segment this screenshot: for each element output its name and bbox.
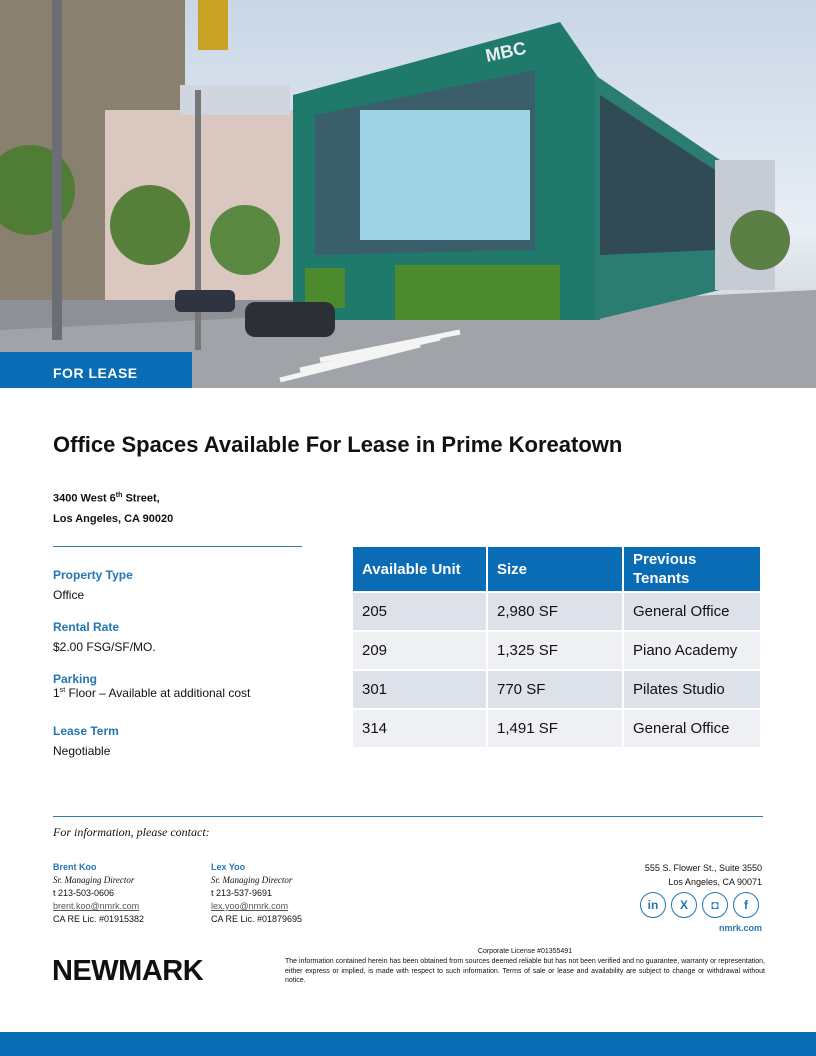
office-line2: Los Angeles, CA 90071 xyxy=(668,877,762,887)
contact-card: Lex Yoo Sr. Managing Director t 213-537-… xyxy=(211,861,302,926)
address-street: 3400 West 6 xyxy=(53,492,116,505)
cell: 1,491 SF xyxy=(488,708,624,747)
cell: 770 SF xyxy=(488,669,624,708)
contact-license: CA RE Lic. #01879695 xyxy=(211,914,303,924)
cell: 205 xyxy=(353,591,488,630)
contact-phone: t 213-503-0606 xyxy=(53,888,115,898)
detail-value: $2.00 FSG/SF/MO. xyxy=(53,640,156,654)
column-header: Size xyxy=(488,547,624,591)
cell: General Office xyxy=(624,591,760,630)
cell: 314 xyxy=(353,708,488,747)
footer-bar xyxy=(0,1032,816,1056)
address-sup: th xyxy=(115,492,123,499)
building-photo-illustration: MBC xyxy=(0,0,816,388)
table-header: Available Unit Size Previous Tenants xyxy=(353,547,760,591)
contact-title: Sr. Managing Director xyxy=(53,875,135,885)
social-links: in X ◘ f xyxy=(640,892,759,918)
cell: Piano Academy xyxy=(624,630,760,669)
contact-name: Lex Yoo xyxy=(211,862,246,872)
corporate-license: Corporate License #01355491 xyxy=(477,948,573,955)
contact-heading: For information, please contact: xyxy=(53,825,210,839)
website-link[interactable]: nmrk.com xyxy=(718,923,762,933)
cell: 1,325 SF xyxy=(488,630,624,669)
contact-email-link[interactable]: brent.koo@nmrk.com xyxy=(53,901,140,911)
property-details: Property Type Office Rental Rate $2.00 FSG… xyxy=(53,568,250,758)
cell: Pilates Studio xyxy=(624,669,760,708)
cell: General Office xyxy=(624,708,760,747)
cell: 209 xyxy=(353,630,488,669)
facebook-icon[interactable]: f xyxy=(733,892,759,918)
table-row: 301 770 SF Pilates Studio xyxy=(353,669,760,708)
divider xyxy=(53,816,763,817)
detail-value: 1st Floor – Available at additional cost xyxy=(53,686,250,700)
detail-value: Negotiable xyxy=(53,744,111,758)
contact-name: Brent Koo xyxy=(53,862,97,872)
for-lease-tag: FOR LEASE xyxy=(0,352,192,388)
table-row: 314 1,491 SF General Office xyxy=(353,708,760,747)
detail-label: Lease Term xyxy=(53,724,119,738)
detail-value: Office xyxy=(53,588,85,602)
detail-label: Property Type xyxy=(53,568,133,582)
floor-sup: st xyxy=(59,687,66,694)
address-city: Los Angeles, CA 90020 xyxy=(53,512,174,525)
parking-text: Floor – Available at additional cost xyxy=(65,686,251,700)
contact-card: Brent Koo Sr. Managing Director t 213-50… xyxy=(53,861,144,926)
contact-license: CA RE Lic. #01915382 xyxy=(53,914,145,924)
detail-label: Parking xyxy=(53,672,98,686)
property-photo: MBC FOR LEASE xyxy=(0,0,816,388)
linkedin-icon[interactable]: in xyxy=(640,892,666,918)
cell: 2,980 SF xyxy=(488,591,624,630)
disclaimer: The information contained herein has bee… xyxy=(285,958,765,984)
table-row: 209 1,325 SF Piano Academy xyxy=(353,630,760,669)
office-line1: 555 S. Flower St., Suite 3550 xyxy=(644,863,762,873)
address-street-suffix: Street, xyxy=(122,492,160,505)
available-units-table: Available Unit Size Previous Tenants 205… xyxy=(353,547,760,747)
column-header: Available Unit xyxy=(353,547,488,591)
property-address: 3400 West 6th Street, Los Angeles, CA 90… xyxy=(53,486,173,529)
instagram-icon[interactable]: ◘ xyxy=(702,892,728,918)
page-title: Office Spaces Available For Lease in Pri… xyxy=(53,432,623,457)
divider xyxy=(53,546,302,547)
cell: 301 xyxy=(353,669,488,708)
newmark-logo: NEWMARK xyxy=(52,955,204,987)
contact-email-link[interactable]: lex.yoo@nmrk.com xyxy=(211,901,289,911)
detail-label: Rental Rate xyxy=(53,620,120,634)
x-icon[interactable]: X xyxy=(671,892,697,918)
table-row: 205 2,980 SF General Office xyxy=(353,591,760,630)
contact-title: Sr. Managing Director xyxy=(211,875,293,885)
floor-number: 1 xyxy=(53,686,60,700)
column-header: Previous Tenants xyxy=(624,547,760,591)
office-address: 555 S. Flower St., Suite 3550 Los Angele… xyxy=(645,861,762,889)
contact-phone: t 213-537-9691 xyxy=(211,888,273,898)
